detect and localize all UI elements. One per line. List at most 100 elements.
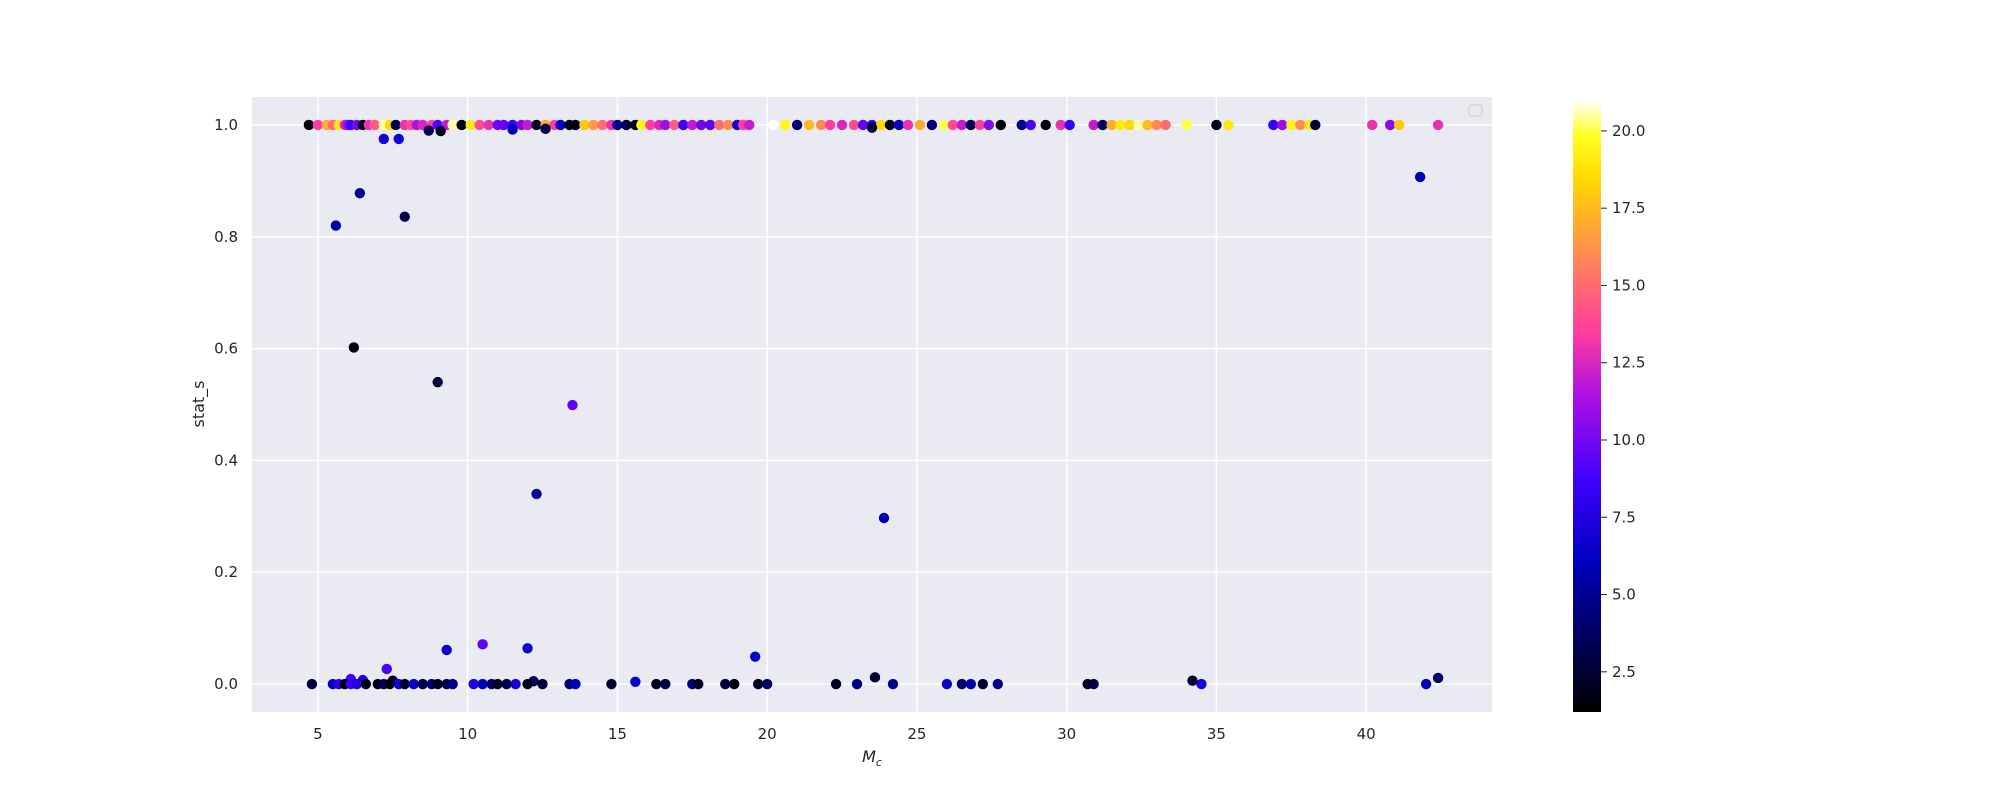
scatter-point	[1055, 119, 1066, 131]
scatter-point	[660, 678, 671, 690]
y-tick-label: 0.2	[214, 563, 238, 581]
scatter-point	[1097, 119, 1108, 131]
scatter-point	[492, 678, 503, 690]
scatter-point	[303, 119, 315, 131]
scatter-point	[1295, 119, 1306, 131]
y-tick-label: 0.6	[214, 340, 238, 358]
scatter-point	[705, 119, 716, 131]
scatter-point	[399, 211, 410, 222]
scatter-point	[306, 678, 318, 690]
scatter-point	[995, 119, 1006, 131]
scatter-point	[522, 119, 533, 131]
scatter-point	[720, 678, 731, 690]
scatter-point	[1366, 119, 1378, 131]
scatter-point	[956, 119, 968, 131]
y-axis-label: stat_s	[189, 380, 209, 427]
x-axis-label: Mc	[862, 747, 882, 769]
colorbar-tick-label: 2.5	[1612, 663, 1636, 681]
scatter-point	[579, 119, 590, 131]
scatter-point	[693, 678, 704, 690]
scatter-point	[636, 119, 647, 131]
x-tick-label: 25	[907, 725, 926, 743]
scatter-point	[1064, 119, 1075, 131]
scatter-point	[1133, 119, 1144, 131]
scatter-point	[501, 678, 512, 690]
scatter-point	[866, 122, 878, 133]
scatter-point	[974, 119, 986, 131]
scatter-point	[875, 119, 887, 131]
scatter-point	[956, 678, 968, 690]
scatter-point	[441, 644, 452, 656]
scatter-point	[992, 678, 1003, 690]
x-tick-label: 20	[758, 725, 777, 743]
scatter-point	[1088, 119, 1099, 131]
scatter-point	[1160, 119, 1171, 131]
scatter-point	[779, 119, 791, 131]
scatter-point	[522, 643, 533, 654]
scatter-point	[1115, 119, 1126, 131]
scatter-point	[477, 639, 488, 650]
scatter-point	[1223, 119, 1234, 131]
scatter-point	[767, 119, 779, 131]
scatter-point	[606, 678, 617, 690]
scatter-point	[830, 678, 842, 690]
scatter-point	[851, 678, 863, 690]
colorbar	[1573, 100, 1601, 712]
scatter-point	[570, 119, 581, 131]
scatter-point	[531, 119, 542, 131]
scatter-point	[465, 119, 476, 131]
scatter-point	[983, 119, 995, 131]
scatter-point	[630, 676, 641, 688]
scatter-point	[531, 488, 542, 500]
scatter-point	[749, 651, 761, 662]
scatter-point	[947, 119, 959, 131]
scatter-point	[941, 678, 953, 690]
scatter-point	[522, 678, 533, 690]
scatter-point	[588, 119, 599, 131]
scatter-point	[651, 678, 662, 690]
x-tick-label: 30	[1057, 725, 1076, 743]
scatter-point	[761, 678, 773, 690]
scatter-point	[567, 399, 578, 411]
scatter-point	[468, 678, 479, 690]
scatter-point	[1393, 119, 1405, 131]
scatter-point	[348, 342, 360, 353]
scatter-point	[938, 119, 950, 131]
scatter-point	[977, 678, 989, 690]
scatter-point	[1277, 119, 1288, 131]
scatter-point	[1420, 678, 1432, 690]
scatter-point	[824, 119, 836, 131]
scatter-point	[893, 119, 905, 131]
y-tick-labels: 0.0 0.2 0.4 0.6 0.8 1.0	[214, 116, 238, 693]
scatter-point	[330, 220, 342, 231]
scatter-point	[1432, 672, 1444, 684]
scatter-point	[902, 119, 914, 131]
scatter-point	[510, 678, 521, 690]
scatter-point	[381, 663, 392, 675]
scatter-point	[570, 678, 581, 690]
scatter-point	[836, 119, 848, 131]
x-axis-label-base: M	[862, 747, 876, 766]
scatter-point	[384, 678, 395, 690]
scatter-point	[1181, 119, 1192, 131]
scatter-point	[678, 119, 689, 131]
scatter-point	[887, 678, 899, 690]
scatter-point	[354, 187, 366, 199]
scatter-point	[926, 119, 938, 131]
x-tick-labels: 5 10 15 20 25 30 35 40	[313, 725, 1376, 743]
colorbar-tick-label: 17.5	[1612, 199, 1645, 217]
x-tick-label: 15	[608, 725, 627, 743]
x-tick-label: 40	[1357, 725, 1376, 743]
scatter-point	[555, 119, 566, 131]
scatter-point	[884, 119, 896, 131]
y-tick-label: 0.8	[214, 228, 238, 246]
colorbar-tick-label: 10.0	[1612, 431, 1645, 449]
x-tick-label: 5	[313, 725, 323, 743]
scatter-point	[390, 119, 401, 131]
scatter-point	[360, 678, 372, 690]
scatter-point	[815, 119, 827, 131]
scatter-point	[423, 125, 434, 136]
scatter-point	[791, 119, 803, 131]
scatter-point	[660, 119, 671, 131]
